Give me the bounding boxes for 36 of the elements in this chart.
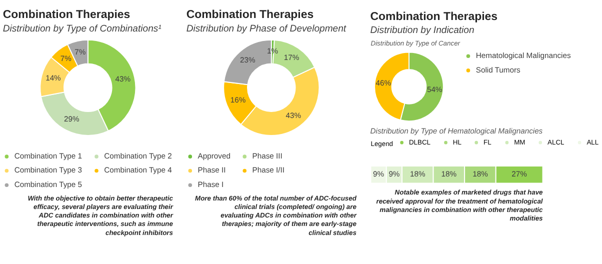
- data-label: 9%: [373, 170, 384, 179]
- legend-label: Hematological Malignancies: [476, 51, 571, 60]
- data-label: 7%: [60, 54, 72, 64]
- data-label: 7%: [74, 48, 86, 57]
- chart-subtitle: Distribution by Type of Combinations¹: [2, 23, 162, 34]
- legend-label: Phase III: [252, 151, 282, 160]
- legend-label: Phase II: [198, 166, 226, 175]
- legend-label: Combination Type 3: [14, 166, 82, 175]
- legend-label: Combination Type 4: [104, 166, 173, 175]
- data-label: 9%: [388, 170, 400, 179]
- legend-label: Combination Type 2: [104, 151, 172, 160]
- data-label: 46%: [376, 78, 392, 88]
- data-label: 43%: [115, 74, 131, 84]
- legend-label: Phase I/II: [252, 166, 284, 175]
- data-label: 23%: [240, 56, 256, 65]
- data-label: 43%: [286, 110, 302, 120]
- chart-title: Combination Therapies: [186, 8, 314, 21]
- legend-label: Solid Tumors: [476, 65, 521, 74]
- legend-label: Approved: [198, 151, 230, 160]
- chart-subtitle: Distribution by Indication: [370, 25, 474, 36]
- data-label: 18%: [410, 170, 426, 179]
- chart-title: Combination Therapies: [370, 10, 498, 23]
- data-label: 16%: [230, 96, 246, 105]
- legend-label: Combination Type 5: [14, 180, 82, 190]
- legend-label: Phase I: [198, 180, 224, 190]
- data-label: 17%: [284, 52, 300, 62]
- legend-label: Combination Type 1: [14, 151, 82, 160]
- data-label: 18%: [472, 170, 488, 179]
- data-label: 54%: [426, 84, 442, 94]
- data-label: 18%: [441, 170, 457, 179]
- data-label: 29%: [64, 114, 80, 124]
- chart-title: Distribution by Type of Hematological Malignancies: [370, 126, 543, 136]
- chart-title: Combination Therapies: [2, 8, 130, 21]
- chart-subtitle: Distribution by Phase of Development: [186, 23, 346, 34]
- data-label: 14%: [46, 74, 62, 83]
- data-label: 27%: [512, 170, 528, 179]
